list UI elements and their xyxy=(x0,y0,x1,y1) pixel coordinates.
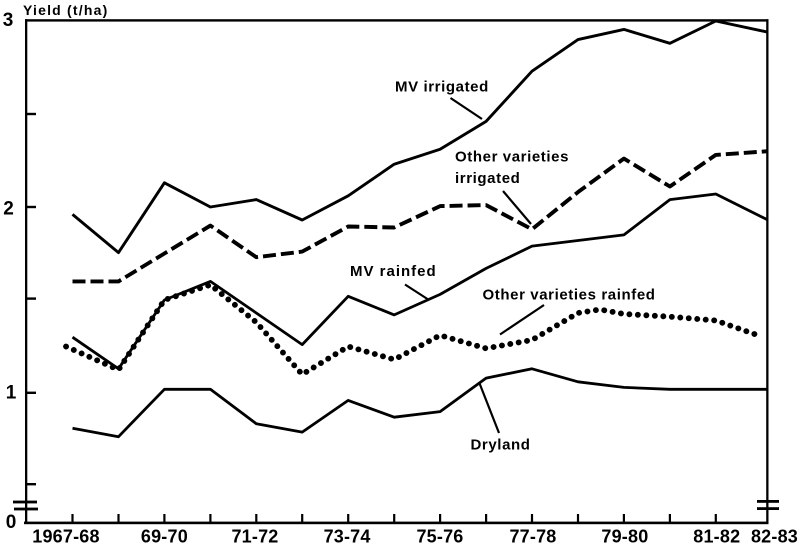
svg-text:1967-68: 1967-68 xyxy=(32,527,99,546)
svg-text:1: 1 xyxy=(6,383,17,404)
svg-text:Other varieties: Other varieties xyxy=(455,149,569,166)
svg-text:irrigated: irrigated xyxy=(455,170,520,187)
svg-text:3: 3 xyxy=(3,10,14,31)
svg-text:75-76: 75-76 xyxy=(416,527,463,546)
svg-text:79-80: 79-80 xyxy=(601,527,648,546)
svg-text:0: 0 xyxy=(6,512,17,533)
svg-text:73-74: 73-74 xyxy=(324,527,371,546)
svg-text:2: 2 xyxy=(3,198,14,219)
svg-text:77-78: 77-78 xyxy=(509,527,556,546)
svg-text:Yield (t/ha): Yield (t/ha) xyxy=(23,2,108,18)
svg-text:MV rainfed: MV rainfed xyxy=(350,263,437,280)
svg-text:Other varieties rainfed: Other varieties rainfed xyxy=(483,287,656,304)
svg-text:MV irrigated: MV irrigated xyxy=(395,79,489,96)
svg-text:69-70: 69-70 xyxy=(141,527,188,546)
svg-text:Dryland: Dryland xyxy=(471,437,531,454)
svg-text:71-72: 71-72 xyxy=(231,527,278,546)
svg-text:81-82: 81-82 xyxy=(693,527,740,546)
svg-text:82-83: 82-83 xyxy=(751,527,798,546)
